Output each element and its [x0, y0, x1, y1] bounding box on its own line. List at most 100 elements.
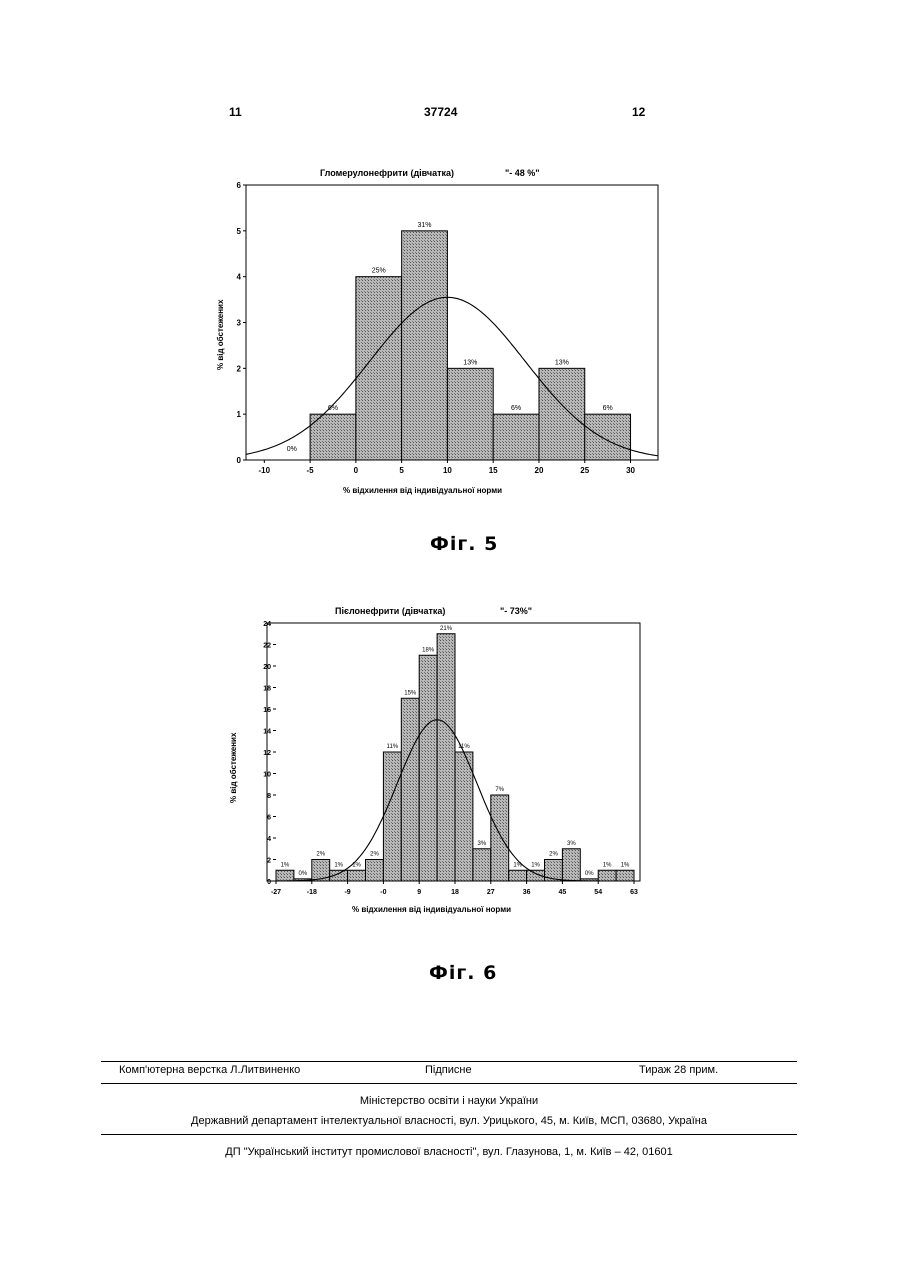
bar-value-label: 1% [513, 862, 522, 868]
bar-value-label: 31% [418, 222, 432, 229]
circulation-note: Тираж 28 прим. [639, 1064, 718, 1076]
histogram-bar [473, 849, 491, 881]
histogram-bar [310, 414, 356, 460]
y-tick-label: 8 [267, 793, 271, 800]
x-tick-label: 10 [443, 466, 452, 475]
x-tick-label: -5 [307, 466, 315, 475]
histogram-bar [348, 870, 366, 881]
histogram-bar [562, 849, 580, 881]
bar-value-label: 1% [281, 862, 290, 868]
figure-6-chart: Пієлонефрити (дівчатка) "- 73%" % від об… [212, 598, 672, 923]
y-tick-label: 4 [267, 836, 271, 843]
chart-title: Пієлонефрити (дівчатка) [335, 606, 445, 616]
histogram-bar [616, 870, 634, 881]
figure-5-caption: Фіг. 5 [430, 533, 498, 555]
bar-value-label: 2% [316, 852, 325, 858]
x-tick-label: -0 [380, 889, 386, 896]
bar-value-label: 18% [422, 647, 435, 653]
y-tick-label: 0 [267, 879, 271, 886]
y-tick-label: 2 [237, 364, 242, 373]
x-tick-label: 9 [417, 889, 421, 896]
bar-value-label: 2% [549, 852, 558, 858]
signed-note: Підписне [425, 1064, 472, 1076]
histogram-bar [437, 634, 455, 881]
footer-rule-bottom [101, 1134, 797, 1135]
y-tick-label: 14 [263, 729, 271, 736]
y-tick-label: 6 [267, 815, 271, 822]
bar-value-label: 6% [328, 405, 338, 412]
bar-value-label: 13% [463, 359, 477, 366]
bar-value-label: 15% [404, 690, 417, 696]
footer-rule-top [101, 1061, 797, 1062]
histogram-bar [401, 698, 419, 881]
histogram-bar [447, 368, 493, 460]
x-tick-label: 18 [451, 889, 459, 896]
x-axis-label: % відхилення від індивідуальної норми [343, 486, 502, 495]
y-tick-label: 5 [237, 227, 242, 236]
bar-value-label: 0% [585, 871, 594, 877]
x-tick-label: 54 [594, 889, 602, 896]
x-tick-label: 27 [487, 889, 495, 896]
y-tick-label: 20 [263, 664, 271, 671]
bar-value-label: 1% [352, 862, 361, 868]
bar-value-label: 6% [603, 405, 613, 412]
y-tick-label: 16 [263, 707, 271, 714]
department-line: Державний департамент інтелектуальної вл… [101, 1115, 797, 1127]
histogram-bar [585, 414, 631, 460]
y-tick-label: 3 [237, 319, 242, 328]
x-tick-label: 36 [523, 889, 531, 896]
bar-value-label: 25% [372, 268, 386, 275]
x-axis-label: % відхилення від індивідуальної норми [352, 905, 511, 914]
y-tick-label: 1 [237, 410, 242, 419]
ministry-line: Міністерство освіти і науки України [101, 1095, 797, 1107]
bar-value-label: 1% [621, 862, 630, 868]
bar-value-label: 1% [603, 862, 612, 868]
y-tick-label: 12 [263, 750, 271, 757]
histogram-bar [455, 752, 473, 881]
histogram-bar [356, 277, 402, 460]
x-tick-label: 25 [580, 466, 589, 475]
histogram-bar [366, 860, 384, 882]
x-tick-label: 45 [559, 889, 567, 896]
institute-line: ДП "Український інститут промислової вла… [101, 1146, 797, 1158]
chart-title-value: "- 48 %" [505, 168, 540, 178]
x-tick-label: -10 [259, 466, 271, 475]
histogram-bar [383, 752, 401, 881]
right-page-number: 12 [632, 105, 645, 119]
bar-value-label: 11% [387, 744, 399, 750]
y-axis-label: % від обстежених [229, 732, 238, 803]
layout-credit: Комп'ютерна верстка Л.Литвиненко [119, 1064, 300, 1076]
histogram-bar [419, 655, 437, 881]
y-axis-label: % від обстежених [216, 299, 225, 370]
footer-rule-middle [101, 1083, 797, 1084]
bar-value-label: 3% [567, 841, 576, 847]
x-tick-label: -27 [271, 889, 281, 896]
x-tick-label: 20 [535, 466, 544, 475]
bar-value-label: 1% [334, 862, 343, 868]
y-tick-label: 18 [263, 686, 271, 693]
patent-number: 37724 [424, 105, 457, 119]
y-tick-label: 0 [237, 456, 242, 465]
bar-value-label: 3% [478, 841, 487, 847]
bar-value-label: 6% [511, 405, 521, 412]
x-tick-label: 30 [626, 466, 635, 475]
histogram-bar [598, 870, 616, 881]
bar-value-label: 2% [370, 852, 379, 858]
bar-value-label: 7% [495, 787, 504, 793]
y-tick-label: 24 [263, 621, 271, 628]
left-page-number: 11 [229, 105, 242, 119]
y-tick-label: 10 [263, 772, 271, 779]
x-tick-label: 0 [354, 466, 359, 475]
figure-5-chart: Гломерулонефрити (дівчатка) "- 48 %" % в… [200, 160, 680, 510]
bar-value-label: 21% [440, 626, 453, 632]
x-tick-label: 63 [630, 889, 638, 896]
y-tick-label: 22 [263, 643, 271, 650]
bar-value-label: 0% [299, 871, 308, 877]
x-tick-label: -9 [344, 889, 350, 896]
y-tick-label: 4 [237, 273, 242, 282]
x-tick-label: 5 [399, 466, 404, 475]
histogram-bar [402, 231, 448, 460]
histogram-bar [276, 870, 294, 881]
bar-value-label: 0% [287, 446, 297, 453]
y-tick-label: 2 [267, 858, 271, 865]
